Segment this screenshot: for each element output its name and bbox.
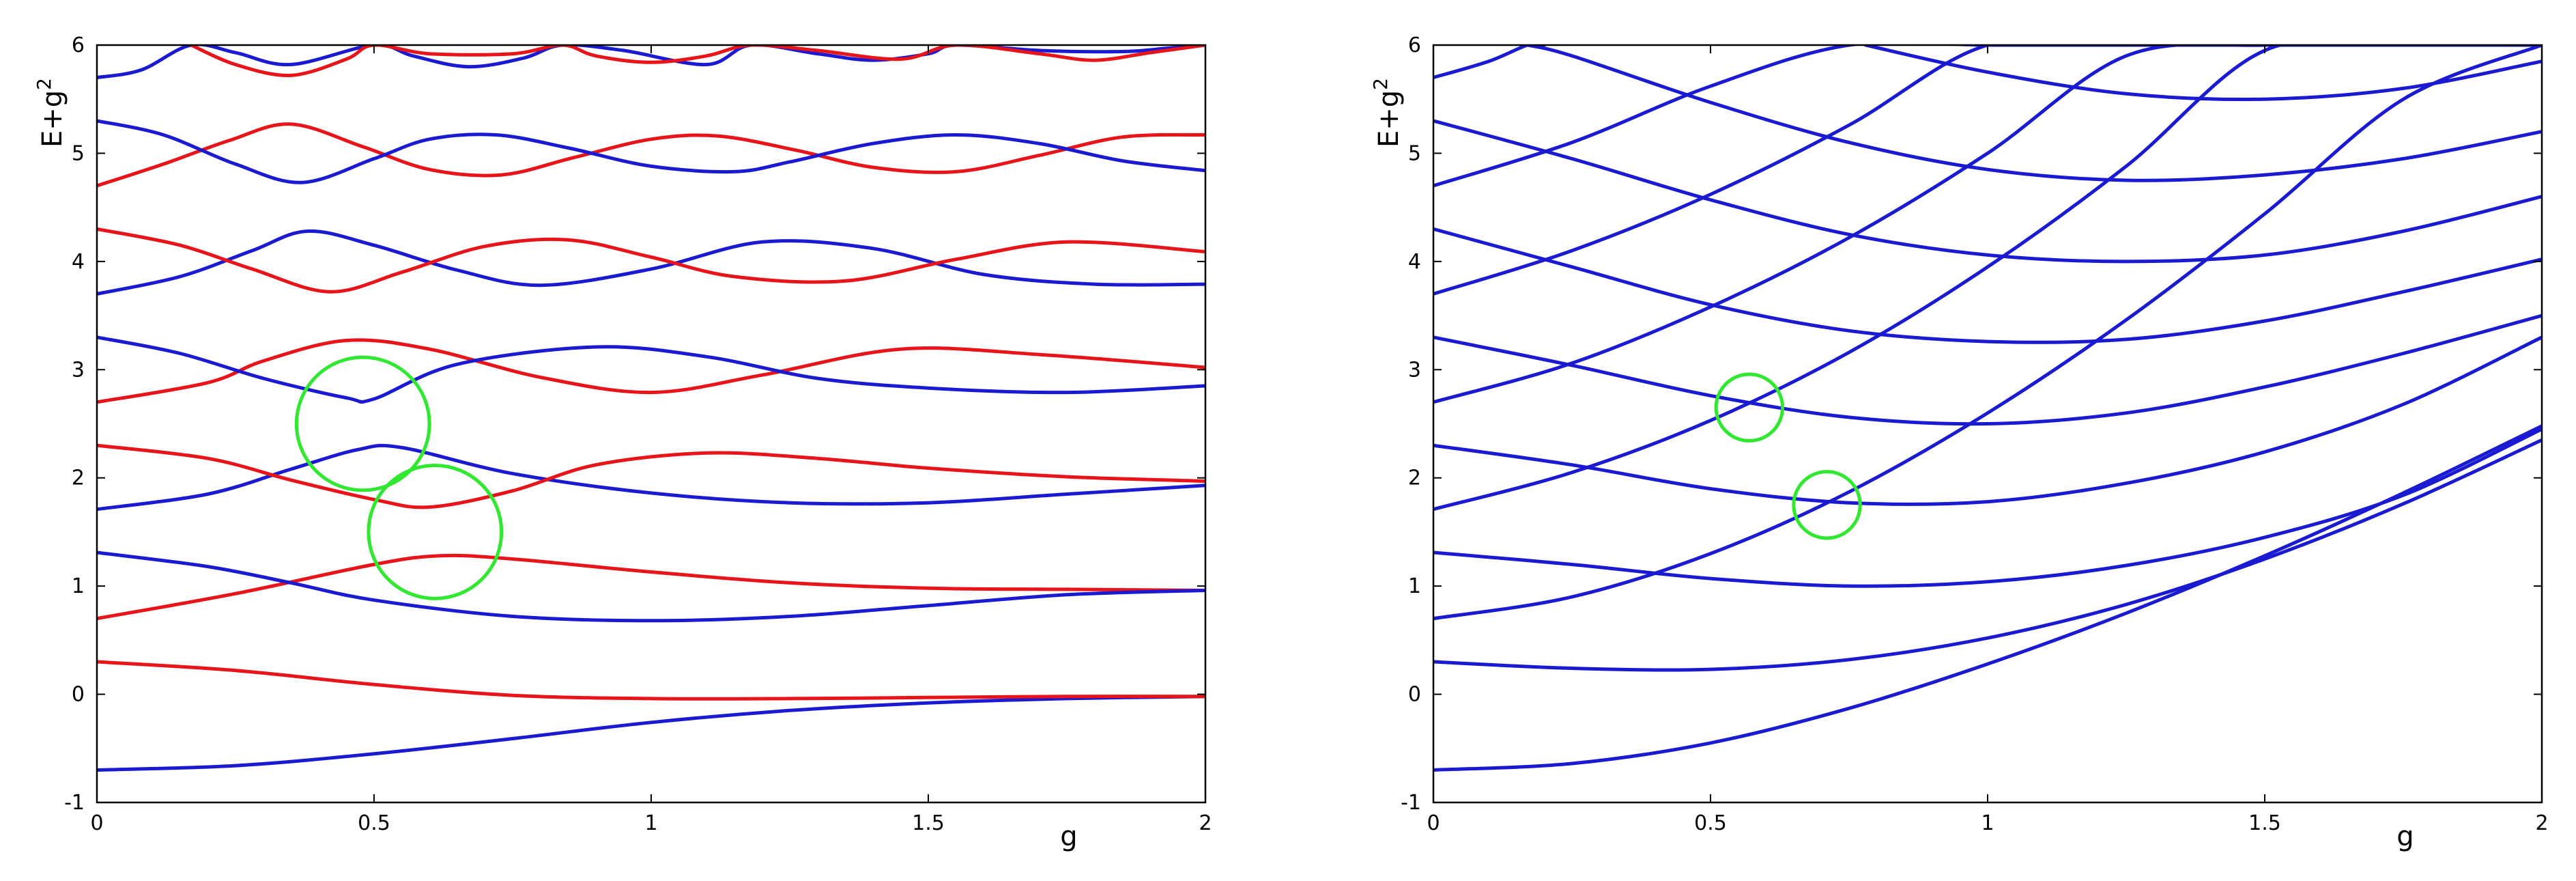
series-line-5 [1433, 335, 2542, 506]
series-line-10 [97, 122, 1205, 188]
y-tick-label: 6 [72, 33, 85, 57]
y-tick-label: 3 [1408, 358, 1421, 382]
y-tick-label: 3 [72, 358, 85, 382]
series-line-9 [97, 227, 1205, 294]
series-line-7 [1433, 313, 2542, 426]
x-tick-label: 1 [644, 811, 657, 835]
highlight-circle-1 [1792, 470, 1862, 540]
series-group [97, 45, 1205, 772]
y-tick-label: 0 [72, 683, 85, 707]
series-line-11 [97, 119, 1205, 184]
series-line-0 [1433, 424, 2542, 772]
y-tick-label: 0 [1408, 683, 1421, 707]
series-line-2 [97, 553, 1205, 621]
series-line-0 [97, 695, 1205, 772]
series-line-7 [97, 335, 1205, 404]
y-axis-label-superscript: 2 [33, 78, 55, 90]
series-line-6 [97, 338, 1205, 404]
y-tick-label: 2 [1408, 466, 1421, 490]
x-axis-label: g [2396, 821, 2414, 852]
series-group [1433, 45, 2542, 772]
x-tick-label: 0.5 [358, 811, 390, 835]
series-line-1 [97, 660, 1205, 701]
series-line-1 [1433, 438, 2542, 672]
y-axis-label-superscript: 2 [1369, 78, 1392, 90]
series-line-13 [1526, 45, 2542, 182]
series-line-13 [189, 45, 1205, 77]
series-line-3 [97, 550, 1205, 623]
y-tick-label: -1 [64, 791, 85, 815]
y-tick-label: 2 [72, 466, 85, 490]
series-line-4 [1433, 45, 2542, 512]
series-line-9 [1433, 227, 2542, 344]
x-tick-label: 0.5 [1694, 811, 1727, 835]
y-tick-label: 4 [1408, 250, 1421, 274]
y-tick-label: 4 [72, 250, 85, 274]
y-axis-label-text: E+g [1373, 90, 1405, 148]
series-line-10 [1433, 45, 2128, 188]
series-line-11 [1433, 119, 2542, 264]
x-tick-label: 2 [1199, 811, 1212, 835]
series-line-14 [1863, 45, 2542, 102]
series-line-6 [1433, 45, 2542, 404]
y-axis-label: E+g2 [1369, 78, 1405, 148]
series-line-5 [97, 443, 1205, 509]
x-axis-label: g [1060, 821, 1077, 852]
highlight-circle-0 [1714, 372, 1785, 443]
x-tick-label: 0 [90, 811, 103, 835]
y-tick-label: 5 [72, 141, 85, 165]
axes-frame [96, 44, 1207, 804]
y-tick-label: -1 [1401, 791, 1421, 815]
highlight-circle-0 [294, 355, 431, 492]
y-tick-label: 5 [1408, 141, 1421, 165]
x-tick-label: 1.5 [912, 811, 945, 835]
y-axis-label: E+g2 [33, 78, 68, 148]
x-tick-label: 1 [1981, 811, 1994, 835]
y-tick-label: 1 [72, 574, 85, 598]
y-tick-label: 1 [1408, 574, 1421, 598]
y-axis-label-text: E+g [37, 90, 68, 148]
series-line-12 [1433, 45, 1546, 79]
series-line-3 [1433, 427, 2542, 588]
highlight-circle-1 [367, 464, 504, 600]
x-tick-label: 0 [1427, 811, 1440, 835]
x-tick-label: 1.5 [2248, 811, 2281, 835]
series-line-8 [97, 229, 1205, 296]
x-tick-label: 2 [2535, 811, 2548, 835]
series-line-2 [1433, 45, 2542, 621]
y-tick-label: 6 [1408, 33, 1421, 57]
